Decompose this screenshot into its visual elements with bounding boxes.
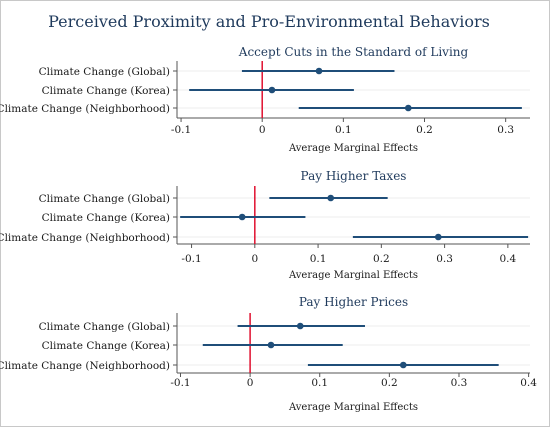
- x-tick-label: 0.1: [335, 124, 352, 136]
- x-tick-label: 0: [247, 377, 254, 389]
- category-label: Climate Change (Korea): [42, 212, 170, 224]
- x-tick-label: 0: [251, 253, 258, 265]
- x-tick-label: -0.1: [170, 377, 190, 389]
- point-estimate: [327, 194, 335, 202]
- x-axis-label: Average Marginal Effects: [288, 402, 418, 413]
- x-tick-label: 0.4: [500, 253, 517, 265]
- category-label: Climate Change (Global): [39, 193, 170, 205]
- x-tick-label: 0.1: [310, 253, 327, 265]
- x-tick-label: 0.3: [497, 124, 514, 136]
- x-tick-label: 0.4: [520, 377, 537, 389]
- figure-title: Perceived Proximity and Pro-Environmenta…: [48, 12, 490, 31]
- point-estimate: [268, 86, 276, 94]
- point-estimate: [296, 322, 304, 330]
- category-label: Climate Change (Neighborhood): [0, 360, 170, 372]
- category-label: Climate Change (Neighborhood): [0, 232, 170, 244]
- panel-title: Pay Higher Prices: [299, 295, 408, 309]
- point-estimate: [238, 213, 246, 221]
- point-estimate: [399, 361, 407, 369]
- x-tick-label: 0.2: [373, 253, 390, 265]
- x-tick-label: 0.3: [436, 253, 453, 265]
- x-tick-label: 0.2: [416, 124, 433, 136]
- category-label: Climate Change (Korea): [42, 340, 170, 352]
- point-estimate: [315, 67, 323, 75]
- panel-title: Accept Cuts in the Standard of Living: [238, 45, 469, 59]
- category-label: Climate Change (Global): [39, 321, 170, 333]
- panel-2: Pay Higher Taxes Climate Change (Global) C…: [0, 169, 530, 281]
- category-label: Climate Change (Global): [39, 66, 170, 78]
- category-label: Climate Change (Neighborhood): [0, 103, 170, 115]
- panel-title: Pay Higher Taxes: [301, 169, 407, 183]
- panel-1: Accept Cuts in the Standard of Living Cli…: [0, 45, 530, 154]
- point-estimate: [267, 341, 275, 349]
- x-axis-label: Average Marginal Effects: [288, 143, 418, 154]
- x-tick-label: 0.1: [311, 377, 328, 389]
- x-tick-label: 0: [259, 124, 266, 136]
- point-estimate: [434, 233, 442, 241]
- category-label: Climate Change (Korea): [42, 85, 170, 97]
- panels-group: Accept Cuts in the Standard of Living Cli…: [0, 45, 537, 413]
- point-estimate: [404, 104, 412, 112]
- panel-3: Pay Higher Prices Climate Change (Global)…: [0, 295, 537, 413]
- x-tick-label: -0.1: [181, 253, 201, 265]
- x-tick-label: -0.1: [171, 124, 191, 136]
- x-axis-label: Average Marginal Effects: [288, 270, 418, 281]
- x-tick-label: 0.2: [381, 377, 398, 389]
- x-tick-label: 0.3: [451, 377, 468, 389]
